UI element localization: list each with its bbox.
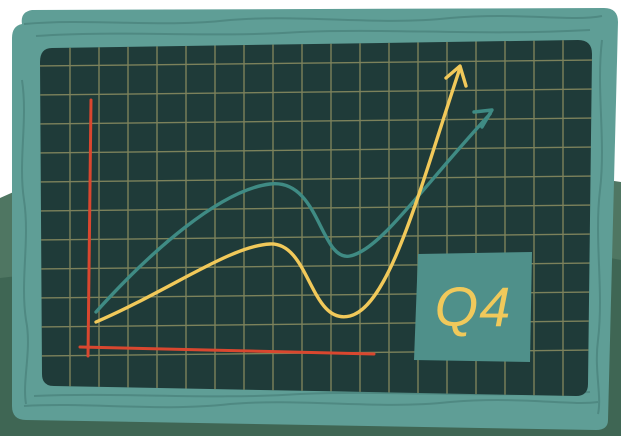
x-axis <box>78 345 376 356</box>
grid-lines <box>40 40 592 396</box>
yellow-arrow-icon <box>444 64 468 88</box>
yellow-trend-line <box>94 66 462 324</box>
quarter-card <box>414 252 532 362</box>
teal-trend-line <box>94 112 492 314</box>
y-axis <box>86 98 93 358</box>
frame-texture <box>21 15 603 415</box>
teal-arrow-icon <box>472 108 494 129</box>
